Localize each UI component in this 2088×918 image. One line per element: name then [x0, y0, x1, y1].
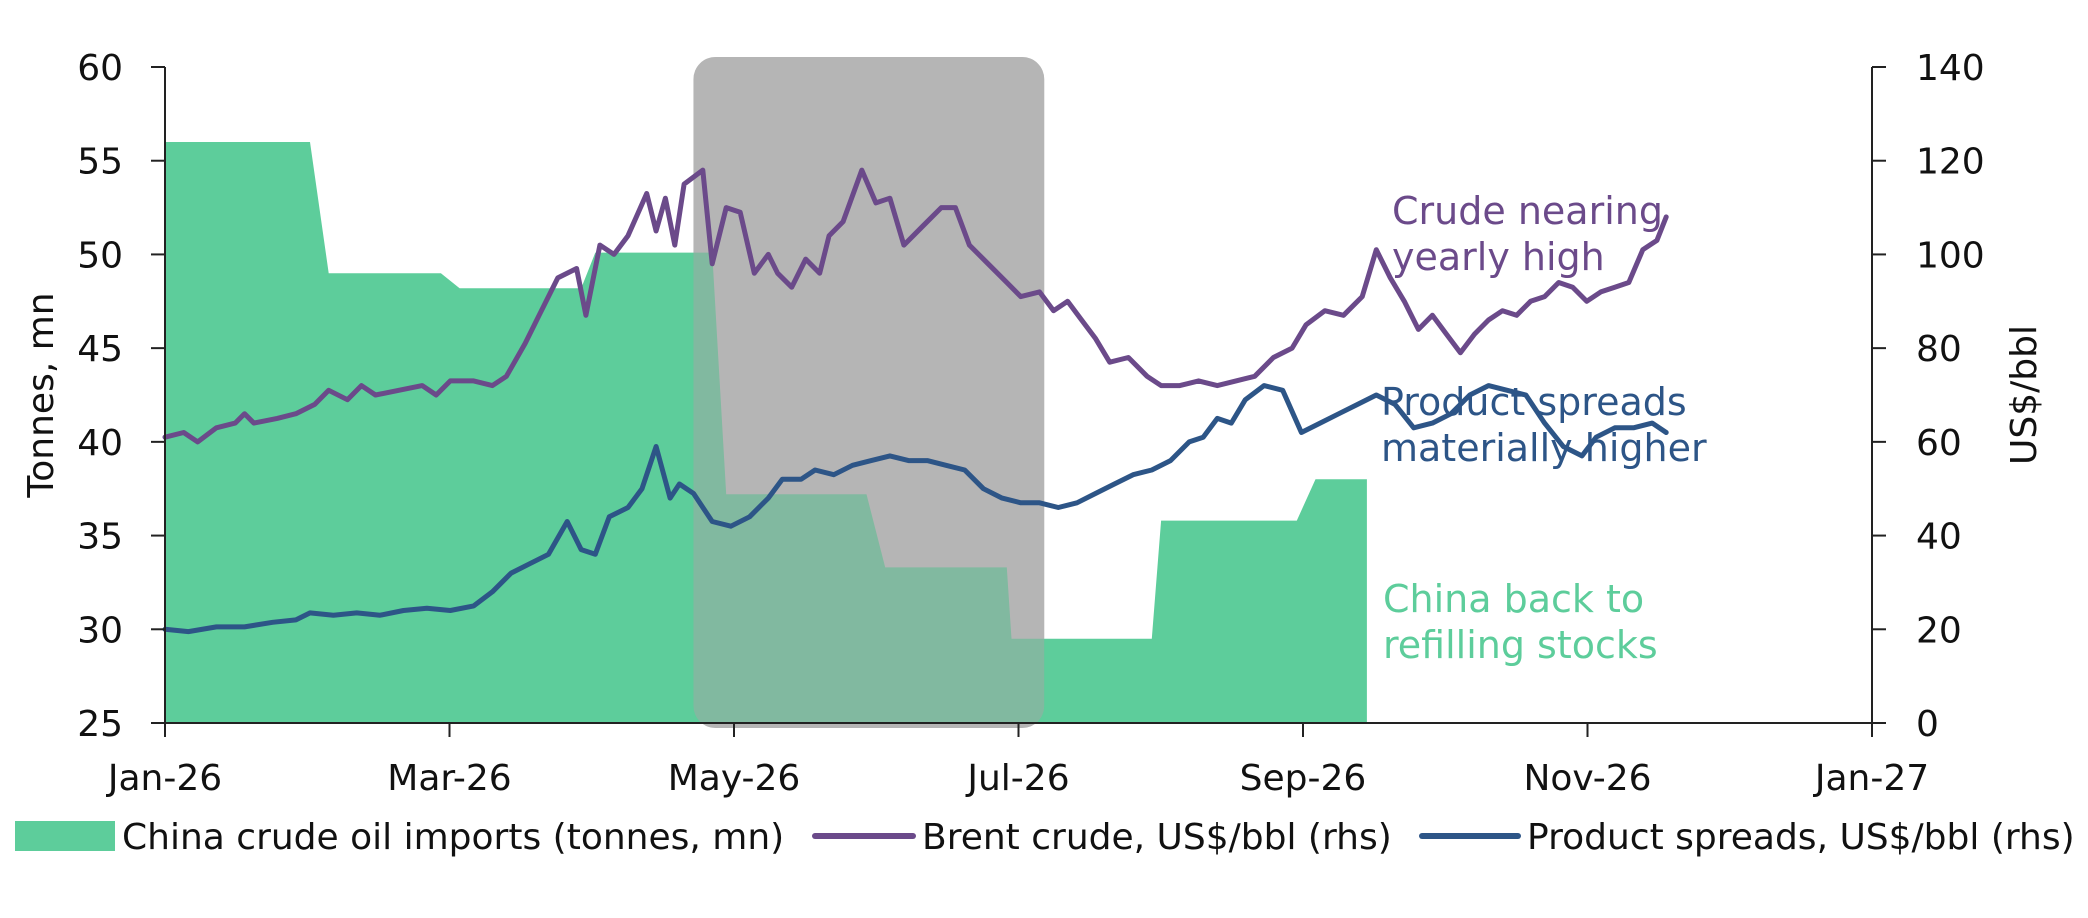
y-left-tick-label: 50 — [77, 235, 123, 276]
y-left-axis-title: Tonnes, mn — [21, 292, 62, 498]
y-right-tick-label: 20 — [1916, 610, 1962, 651]
y-left-tick-label: 45 — [77, 329, 123, 370]
imports-area — [165, 142, 1367, 723]
y-left-tick-label: 25 — [77, 704, 123, 745]
x-tick-label: Jul-26 — [965, 758, 1069, 799]
x-tick-label: Mar-26 — [387, 758, 511, 799]
annotation-spreads: Product spreads materially higher — [1381, 380, 1707, 470]
axes-layer: 25 30 35 40 45 50 55 60 0 20 40 60 80 100 120 140 Jan-26… — [21, 48, 2045, 799]
legend-label-imports: China crude oil imports (tonnes, mn) — [122, 817, 784, 858]
x-tick-label: May-26 — [668, 758, 801, 799]
y-right-axis-title: US$/bbl — [2004, 325, 2045, 465]
legend-swatch-imports — [15, 821, 115, 851]
series-lines-layer — [162, 167, 1669, 635]
y-left-tick-label: 60 — [77, 48, 123, 89]
annotations-layer: Crude nearing yearly high Product spreads m… — [1381, 189, 1707, 667]
y-right-tick-label: 40 — [1916, 517, 1962, 558]
product-spreads-line — [162, 383, 1669, 635]
annotation-brent: Crude nearing yearly high — [1392, 189, 1663, 279]
legend-label-brent: Brent crude, US$/bbl (rhs) — [922, 817, 1392, 858]
legend: China crude oil imports (tonnes, mn) Bren… — [15, 817, 2075, 858]
legend-label-spreads: Product spreads, US$/bbl (rhs) — [1527, 817, 2075, 858]
y-left-tick-label: 55 — [77, 142, 123, 183]
y-right-tick-label: 120 — [1916, 142, 1985, 183]
y-right-tick-label: 60 — [1916, 423, 1962, 464]
x-tick-label: Jan-27 — [1813, 758, 1929, 799]
x-tick-label: Sep-26 — [1240, 758, 1367, 799]
highlight-overlay-layer — [693, 57, 1045, 728]
annotation-imports: China back to refilling stocks — [1383, 577, 1658, 667]
y-right-tick-label: 80 — [1916, 329, 1962, 370]
x-tick-label: Nov-26 — [1523, 758, 1651, 799]
brent-crude-line — [162, 167, 1669, 445]
y-right-tick-label: 140 — [1916, 48, 1985, 89]
y-left-tick-label: 30 — [77, 610, 123, 651]
imports-area-layer — [165, 142, 1367, 723]
highlight-period-overlay — [693, 57, 1045, 728]
y-right-tick-label: 100 — [1916, 235, 1985, 276]
y-left-tick-label: 35 — [77, 517, 123, 558]
y-left-tick-label: 40 — [77, 423, 123, 464]
y-right-tick-label: 0 — [1916, 704, 1939, 745]
x-tick-label: Jan-26 — [106, 758, 222, 799]
